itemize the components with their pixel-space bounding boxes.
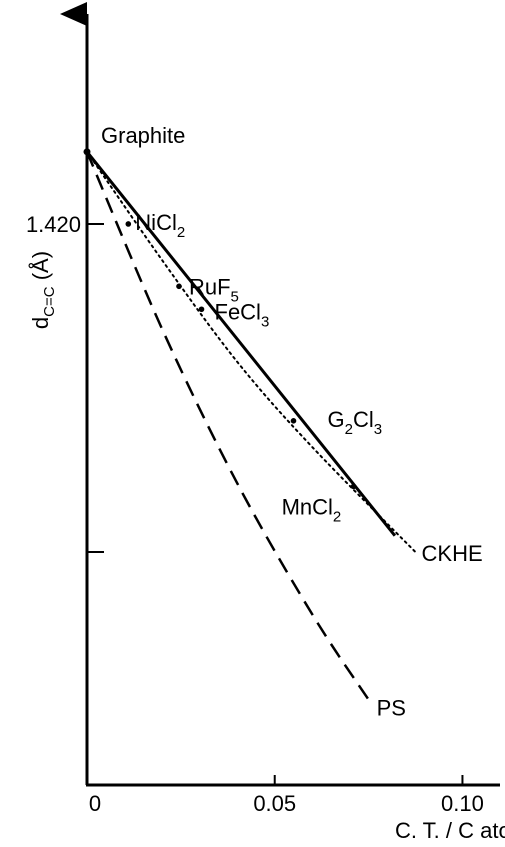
y-tick-label: 1.420: [26, 212, 81, 237]
y-axis-title-sub: C=C: [41, 286, 58, 317]
point-label-main: Graphite: [101, 123, 185, 148]
point-label-main: RuF: [189, 274, 231, 299]
point-label-sub: 2: [177, 224, 185, 241]
point-label-main2: Cl: [353, 407, 374, 432]
point-label-main: G: [328, 407, 345, 432]
point-label-mncl2: MnCl2: [282, 494, 342, 525]
x-tick-label: 0.05: [253, 791, 296, 816]
series-label-CKHE: CKHE: [422, 541, 483, 566]
series-group: CKHE PS: [85, 150, 483, 721]
x-tick-label: 0.10: [441, 791, 484, 816]
point-label-main: NiCl: [135, 210, 177, 235]
series-line-PS: [85, 151, 370, 701]
point-label-sub2: 3: [374, 421, 382, 438]
point-label-fecl3: FeCl3: [215, 299, 270, 330]
tick-group: 0 0.05 0.10 1.420: [26, 212, 484, 816]
y-axis-title: dC=C (Å): [28, 251, 58, 329]
x-axis-title: C. T. / C atom: [395, 818, 505, 843]
x-tick-label: 0: [89, 791, 101, 816]
data-point-fecl3: [198, 306, 205, 313]
point-label-main: MnCl: [282, 494, 333, 519]
data-point-g2cl3: [290, 418, 297, 424]
point-label-sub: 5: [231, 288, 239, 305]
data-point-ruf5: [176, 283, 182, 290]
point-label-g2cl3: G2Cl3: [328, 407, 383, 438]
data-point-graphite: [83, 148, 91, 156]
point-label-nicl2: NiCl2: [135, 210, 185, 241]
series-label-PS: PS: [377, 696, 406, 721]
data-point-nicl2: [125, 221, 132, 227]
point-label-sub: 3: [261, 313, 269, 330]
series-line-linear: [85, 150, 397, 537]
point-label-sub: 2: [345, 421, 353, 438]
point-label-sub: 2: [333, 508, 341, 525]
point-label-main: FeCl: [215, 299, 261, 324]
data-point-mncl2: [350, 483, 357, 490]
point-label-graphite: Graphite: [101, 123, 185, 148]
y-axis-title-main: d: [28, 317, 53, 329]
y-axis-title-unit: (Å): [28, 251, 53, 286]
point-label-ruf5: RuF5: [189, 274, 239, 305]
